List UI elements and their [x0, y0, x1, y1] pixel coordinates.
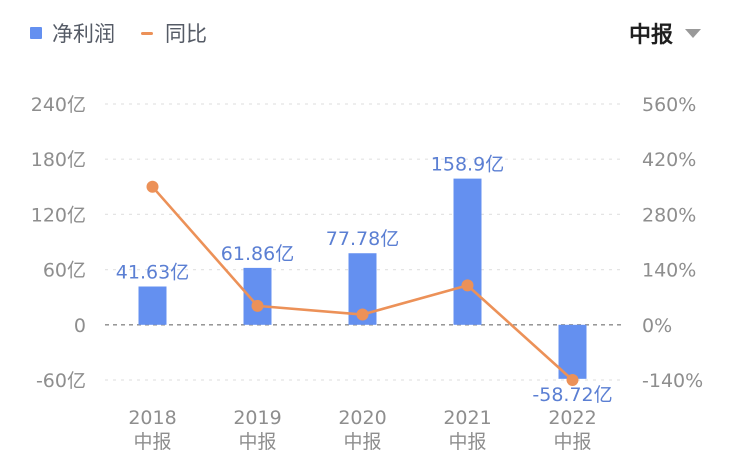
x-tick-label: 2022 中报: [548, 407, 596, 453]
y-right-tick-label: 280%: [642, 204, 696, 226]
bar-net-profit: [558, 324, 587, 379]
y-left-tick-label: 0: [74, 315, 86, 337]
legend-item-yoy[interactable]: 同比: [141, 18, 207, 48]
period-dropdown-label: 中报: [628, 23, 673, 48]
caret-down-icon: [685, 28, 701, 38]
y-right-tick-label: 420%: [642, 149, 696, 171]
bar-value-label: 77.78亿: [326, 228, 399, 250]
yoy-point: [251, 299, 264, 312]
y-left-tick-label: 180亿: [31, 149, 86, 171]
y-right-tick-label: 140%: [642, 260, 696, 282]
bar-value-label: 41.63亿: [116, 262, 189, 284]
bar-value-label: 61.86亿: [221, 243, 294, 265]
y-right-tick-label: 560%: [642, 94, 696, 116]
legend-line-swatch: [141, 31, 153, 35]
yoy-point: [356, 308, 369, 321]
y-right-tick-label: -140%: [642, 370, 703, 392]
y-left-tick-label: 120亿: [31, 204, 86, 226]
bar-net-profit: [453, 178, 482, 325]
x-tick-label: 2020 中报: [338, 407, 386, 453]
legend-yoy-label: 同比: [165, 22, 207, 46]
x-tick-label: 2018 中报: [128, 407, 176, 453]
y-left-tick-label: -60亿: [36, 370, 86, 392]
bar-value-label: -58.72亿: [532, 384, 612, 406]
legend-bar-swatch: [30, 27, 42, 39]
period-dropdown[interactable]: 中报: [629, 17, 701, 49]
legend-item-net-profit[interactable]: 净利润: [30, 18, 115, 48]
bar-value-label: 158.9亿: [431, 154, 504, 176]
yoy-point: [461, 279, 474, 292]
chart-legend: 净利润 同比: [30, 18, 233, 48]
y-right-tick-label: 0%: [642, 315, 672, 337]
x-tick-label: 2021 中报: [443, 407, 491, 453]
bar-net-profit: [138, 286, 167, 325]
legend-net-profit-label: 净利润: [52, 22, 115, 46]
yoy-point: [566, 374, 579, 386]
y-left-tick-label: 240亿: [31, 94, 86, 116]
x-tick-label: 2019 中报: [233, 407, 281, 453]
yoy-point: [146, 180, 159, 193]
y-left-tick-label: 60亿: [43, 260, 86, 282]
